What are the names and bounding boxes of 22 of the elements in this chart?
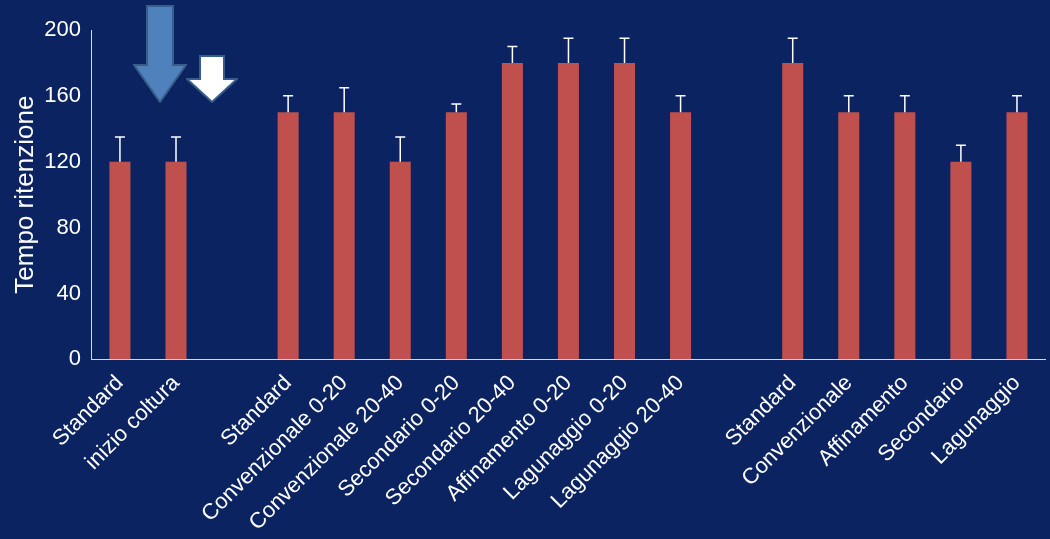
bar [109, 161, 131, 360]
y-tick-label: 160 [44, 81, 81, 107]
bar [950, 161, 972, 360]
y-tick-label: 120 [44, 147, 81, 173]
bar [1006, 112, 1028, 360]
y-tick-label: 0 [68, 345, 81, 371]
bar [782, 62, 804, 360]
y-tick-label: 80 [56, 213, 81, 239]
bar [501, 62, 523, 360]
y-axis-title: Tempo ritenzione [8, 95, 39, 294]
bar [838, 112, 860, 360]
bar [165, 161, 187, 360]
bar [389, 161, 411, 360]
bar [670, 112, 692, 360]
bar [445, 112, 467, 360]
bar [333, 112, 355, 360]
bar [614, 62, 636, 360]
y-tick-label: 40 [56, 279, 81, 305]
bar [277, 112, 299, 360]
y-tick-label: 200 [44, 16, 81, 42]
bar [894, 112, 916, 360]
bar [557, 62, 579, 360]
